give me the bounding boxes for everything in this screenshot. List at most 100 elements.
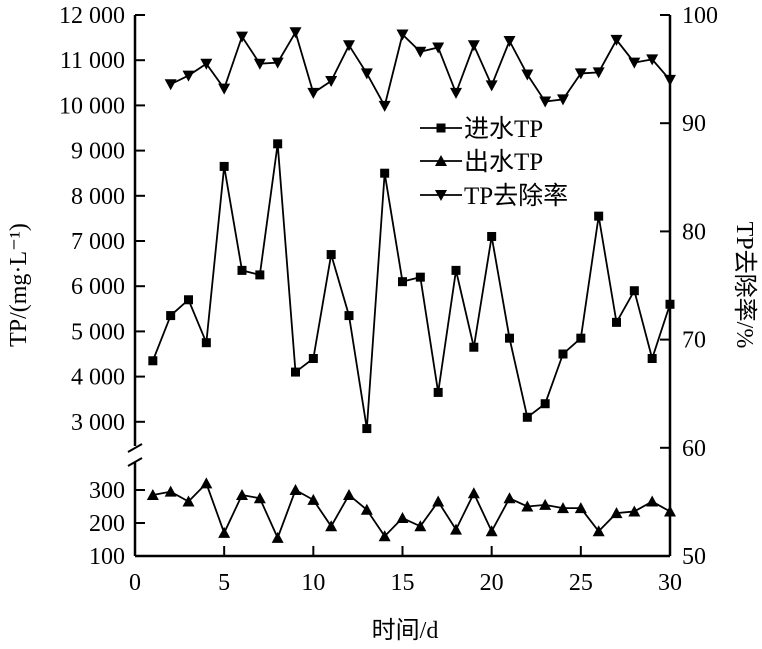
legend-label: TP去除率 <box>464 182 568 210</box>
data-point <box>200 58 213 70</box>
x-tick-label: 0 <box>129 570 141 596</box>
left-y-tick-label: 8 000 <box>71 184 125 210</box>
left-y-tick-label: 4 000 <box>71 365 125 391</box>
data-point <box>164 485 177 497</box>
data-point <box>326 250 336 260</box>
data-point <box>414 46 427 58</box>
data-point <box>558 349 568 359</box>
data-point <box>307 493 320 505</box>
data-point <box>433 387 443 397</box>
data-point <box>218 526 231 538</box>
data-point <box>503 492 516 504</box>
data-point <box>396 512 409 524</box>
data-point <box>522 412 532 422</box>
left-y-tick-label: 9 000 <box>71 139 125 165</box>
data-point <box>485 80 498 92</box>
series-layer <box>146 27 676 543</box>
data-point <box>610 507 623 519</box>
data-point <box>414 520 427 532</box>
data-point <box>344 311 354 321</box>
data-point <box>184 295 193 305</box>
data-point <box>467 487 480 499</box>
data-point <box>503 35 516 47</box>
data-point <box>308 354 318 364</box>
series-0 <box>148 139 675 434</box>
data-point <box>665 299 675 309</box>
data-point <box>540 399 550 409</box>
data-point <box>646 495 659 507</box>
data-point <box>647 354 657 364</box>
data-point <box>182 70 195 82</box>
left-y-tick-label: 200 <box>89 511 125 537</box>
left-y-tick-label: 12 000 <box>59 3 125 29</box>
data-point <box>236 31 248 43</box>
data-point <box>539 498 552 510</box>
left-y-axis-title: TP/(mg·L⁻¹) <box>6 223 32 347</box>
data-point <box>469 342 479 352</box>
data-point <box>378 530 391 542</box>
data-point <box>146 488 159 500</box>
data-point <box>378 100 391 112</box>
x-axis-title: 时间/d <box>372 617 439 644</box>
x-tick-label: 5 <box>218 570 230 596</box>
right-y-tick-label: 60 <box>682 436 706 462</box>
data-point <box>574 68 587 80</box>
left-y-tick-label: 10 000 <box>59 93 125 119</box>
data-point <box>360 503 373 515</box>
left-y-tick-label: 100 <box>89 544 125 570</box>
data-point <box>521 69 534 81</box>
data-point <box>360 68 373 80</box>
data-point <box>237 265 247 275</box>
right-y-tick-label: 70 <box>682 328 706 354</box>
data-point <box>325 76 338 88</box>
data-point <box>201 338 211 348</box>
right-y-tick-label: 80 <box>682 219 706 245</box>
left-y-tick-label: 6 000 <box>71 274 125 300</box>
data-point <box>612 317 621 327</box>
data-point <box>289 27 302 39</box>
legend-marker <box>435 155 447 166</box>
right-y-tick-label: 100 <box>682 3 718 29</box>
data-point <box>200 477 213 489</box>
series-2 <box>164 27 676 112</box>
data-point <box>664 74 676 86</box>
x-tick-label: 15 <box>391 570 415 596</box>
legend: 进水TP 出水TP TP去除率 <box>420 115 568 210</box>
left-y-tick-label: 11 000 <box>60 48 125 74</box>
legend-label: 出水TP <box>464 148 543 176</box>
x-tick-label: 25 <box>569 570 593 596</box>
data-point <box>396 29 409 41</box>
data-point <box>307 87 320 99</box>
legend-marker <box>436 123 446 133</box>
data-point <box>467 40 480 52</box>
data-point <box>592 525 605 537</box>
right-y-tick-label: 50 <box>682 544 706 570</box>
data-point <box>343 488 355 500</box>
legend-label: 进水TP <box>464 115 543 143</box>
data-point <box>271 531 284 543</box>
data-point <box>574 502 587 514</box>
data-point <box>557 94 569 106</box>
data-point <box>289 484 302 495</box>
data-point <box>664 505 676 517</box>
data-point <box>629 286 639 296</box>
data-point <box>485 525 498 537</box>
axis-break-mark <box>127 443 143 453</box>
data-point <box>432 495 445 507</box>
x-tick-label: 30 <box>658 570 682 596</box>
data-point <box>255 270 265 280</box>
data-point <box>148 356 158 366</box>
right-y-axis-title: TP去除率/% <box>731 222 758 349</box>
series-1 <box>146 477 676 543</box>
left-y-tick-label: 7 000 <box>71 229 125 255</box>
data-point <box>487 231 497 241</box>
data-point <box>271 57 284 69</box>
data-point <box>646 54 659 66</box>
axis-break-mark <box>127 457 143 467</box>
series-line <box>152 481 671 541</box>
data-point <box>450 523 462 535</box>
data-point <box>219 161 229 171</box>
x-tick-label: 20 <box>480 570 504 596</box>
data-point <box>380 168 390 178</box>
